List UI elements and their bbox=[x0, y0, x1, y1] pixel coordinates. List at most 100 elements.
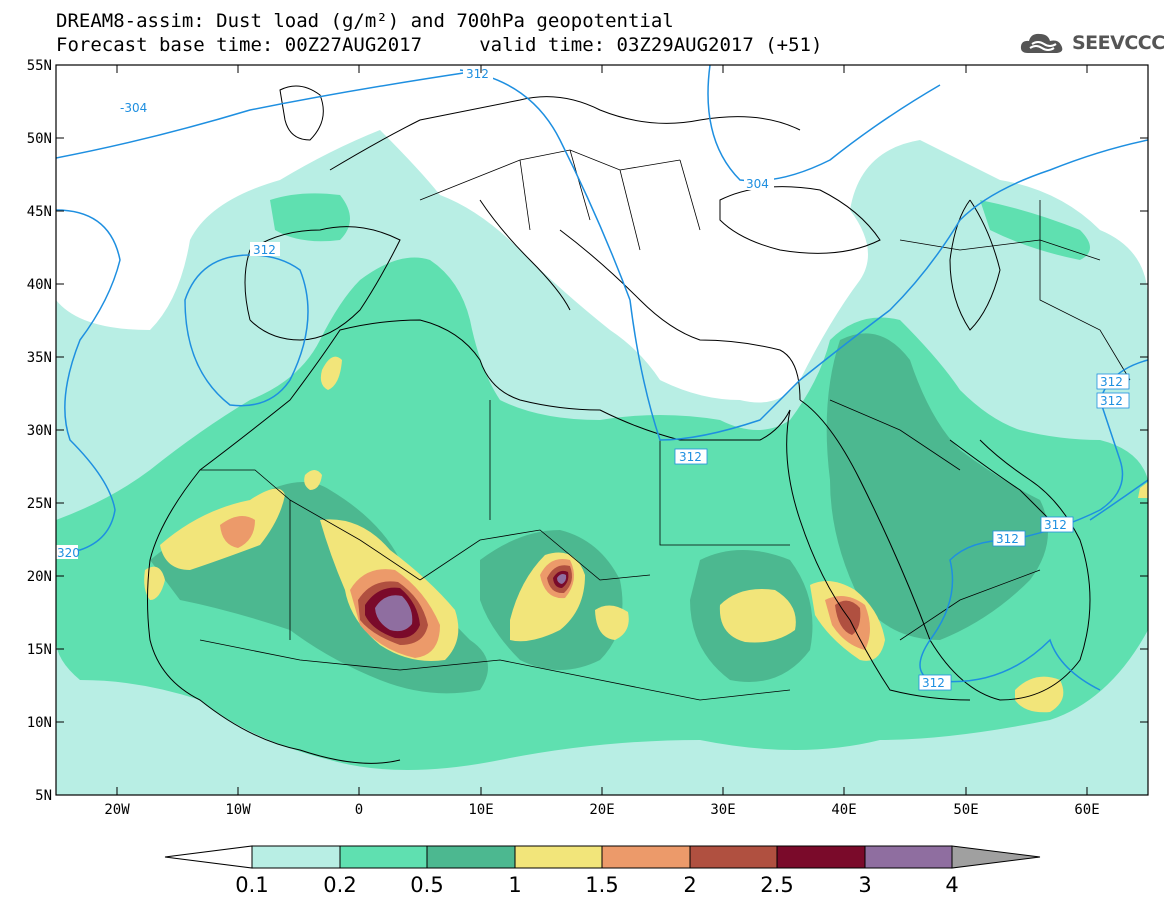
colorbar-swatch bbox=[689, 845, 778, 869]
colorbar-swatch bbox=[601, 845, 691, 869]
logo-text: SEEVCCC bbox=[1072, 32, 1165, 54]
lon-label: 20E bbox=[589, 802, 614, 818]
seevccc-logo: SEEVCCC bbox=[1018, 28, 1165, 58]
dust-level-0.5-arabia bbox=[826, 333, 1048, 640]
contour-label-312-top: 312 bbox=[466, 67, 489, 81]
coast-redsea bbox=[786, 409, 971, 701]
coast-uk bbox=[279, 85, 324, 141]
dust-field bbox=[56, 130, 1148, 795]
lon-label: 10E bbox=[468, 802, 493, 818]
cloud-icon bbox=[1020, 33, 1063, 53]
dust-level-1-westsahara bbox=[144, 566, 165, 600]
contour-312-gulf bbox=[1089, 479, 1148, 521]
lon-label: 40E bbox=[831, 802, 856, 818]
border-asia-2 bbox=[1039, 200, 1131, 381]
coast-italy bbox=[479, 199, 571, 311]
border-arabia-1 bbox=[829, 399, 961, 471]
lat-label: 10N bbox=[27, 715, 52, 731]
lon-axis bbox=[116, 65, 1088, 795]
contour-312-arabia bbox=[919, 359, 1148, 691]
border-sahel bbox=[199, 639, 791, 701]
dust-level-0.2-north bbox=[270, 193, 350, 242]
coastlines bbox=[147, 85, 1091, 764]
coast-balkans bbox=[559, 229, 801, 401]
lon-label: 60E bbox=[1074, 802, 1099, 818]
lon-label: 0 bbox=[355, 802, 363, 818]
contour-320-atlantic bbox=[56, 209, 121, 553]
colorbar-label: 0.1 bbox=[235, 873, 268, 897]
colorbar-label: 2 bbox=[683, 873, 696, 897]
colorbar-labels: 0.1 0.2 0.5 1 1.5 2 2.5 3 4 bbox=[235, 873, 958, 897]
contour-label-312-oman-b: 312 bbox=[996, 532, 1019, 546]
border-europe-1 bbox=[419, 149, 681, 201]
map-title: DREAM8-assim: Dust load (g/m²) and 700hP… bbox=[56, 10, 674, 32]
contour-labels: -304 312 304 312 312 312 312 312 312 312… bbox=[56, 66, 1130, 691]
colorbar-swatch bbox=[864, 845, 953, 869]
contour-label-312-iran-a: 312 bbox=[1100, 375, 1123, 389]
geopotential-contours bbox=[56, 65, 1148, 691]
border-arabia-2 bbox=[899, 569, 1041, 641]
dust-level-1-chad-e bbox=[595, 605, 629, 640]
coast-blacksea bbox=[719, 186, 881, 254]
lat-label: 45N bbox=[27, 204, 52, 220]
lat-label: 15N bbox=[27, 642, 52, 658]
colorbar-label: 4 bbox=[945, 873, 958, 897]
dust-level-1.5-mauritania bbox=[220, 516, 255, 548]
border-sahara-2 bbox=[289, 499, 421, 581]
border-europe-2 bbox=[519, 149, 701, 251]
dust-level-1-algeria bbox=[304, 470, 322, 490]
colorbar-label: 0.5 bbox=[410, 873, 443, 897]
contour-label-312-oman-a: 312 bbox=[1044, 518, 1067, 532]
coast-arabia bbox=[799, 399, 1091, 701]
lon-label: 50E bbox=[953, 802, 978, 818]
lat-label: 55N bbox=[27, 58, 52, 74]
lat-label: 25N bbox=[27, 496, 52, 512]
dust-level-2-redsea bbox=[835, 600, 861, 635]
dust-level-1-morocco bbox=[320, 356, 342, 390]
colorbar-label: 3 bbox=[858, 873, 871, 897]
coast-africa-north bbox=[149, 319, 791, 561]
contour-label-320-west: 320 bbox=[57, 546, 80, 560]
contour-label-304-east: 304 bbox=[746, 177, 769, 191]
border-sahara-4 bbox=[659, 440, 790, 546]
coast-europe-north bbox=[329, 96, 801, 171]
lat-label: 35N bbox=[27, 350, 52, 366]
contour-label-312-iberia: 312 bbox=[253, 243, 276, 257]
contour-label-312-egypt: 312 bbox=[679, 450, 702, 464]
coast-africa-west bbox=[147, 559, 401, 764]
contour-304-east bbox=[707, 65, 941, 182]
colorbar-swatch bbox=[426, 845, 516, 869]
lat-axis bbox=[56, 64, 1148, 723]
contour-label-312-iran-b: 312 bbox=[1100, 394, 1123, 408]
lat-label: 5N bbox=[35, 788, 52, 804]
dust-level-0.2-caspian bbox=[980, 200, 1090, 260]
contour-312-north bbox=[459, 69, 1148, 441]
contour-label-304-west: -304 bbox=[120, 101, 147, 115]
lon-labels: 20W 10W 0 10E 20E 30E 40E 50E 60E bbox=[104, 802, 1099, 818]
lon-label: 10W bbox=[225, 802, 251, 818]
contour-312-atlantic bbox=[184, 254, 309, 407]
coast-caspian bbox=[949, 199, 1001, 331]
border-sahara-3 bbox=[419, 529, 651, 581]
contour-304-west bbox=[56, 71, 471, 159]
colorbar-high-arrow bbox=[951, 845, 1041, 869]
border-sahara-1 bbox=[200, 469, 291, 640]
dust-level-1-oman bbox=[1015, 676, 1064, 713]
colorbar-swatch bbox=[776, 845, 866, 869]
dust-level-1-gulf bbox=[1138, 482, 1148, 498]
border-asia-1 bbox=[899, 239, 1101, 261]
colorbar-label: 2.5 bbox=[760, 873, 793, 897]
lat-label: 40N bbox=[27, 277, 52, 293]
borders bbox=[199, 149, 1131, 701]
lon-label: 30E bbox=[710, 802, 735, 818]
map-subtitle: Forecast base time: 00Z27AUG2017 valid t… bbox=[56, 34, 823, 56]
colorbar-low-arrow bbox=[164, 845, 253, 869]
contour-label-312-yemen: 312 bbox=[922, 676, 945, 690]
dust-level-3-mali bbox=[375, 595, 413, 632]
dust-level-3-chad bbox=[557, 574, 567, 584]
colorbar-swatch bbox=[251, 845, 341, 869]
colorbar-label: 0.2 bbox=[323, 873, 356, 897]
lat-label: 30N bbox=[27, 423, 52, 439]
colorbar-label: 1 bbox=[508, 873, 521, 897]
